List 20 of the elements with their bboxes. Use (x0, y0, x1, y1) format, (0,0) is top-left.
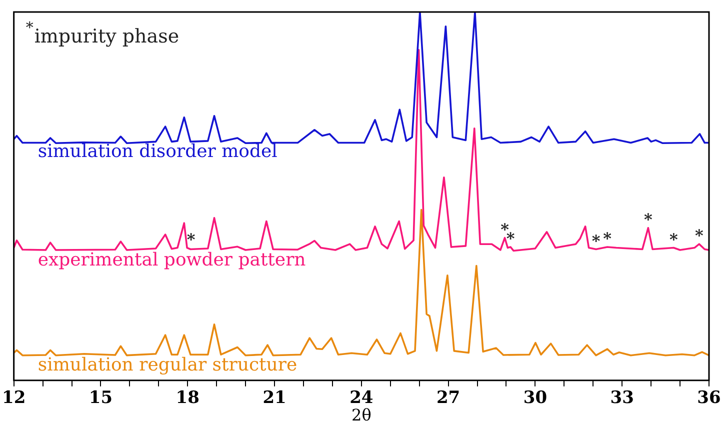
x-tick-label: 36 (697, 388, 721, 408)
annotation: *impurity phase (26, 18, 180, 48)
x-axis-title: 2θ (352, 406, 372, 425)
series-label: experimental powder pattern (38, 249, 306, 270)
x-tick-label: 21 (262, 388, 286, 408)
x-tick-label: 30 (523, 388, 548, 408)
annotation: * (669, 230, 678, 249)
x-tick-label: 27 (436, 388, 460, 408)
annotation: * (603, 229, 612, 248)
x-tick-label: 12 (2, 388, 26, 408)
x-tick-label: 15 (88, 388, 113, 408)
annotation: * (644, 210, 653, 230)
annotation: * (592, 231, 601, 250)
x-tick-label: 33 (610, 388, 634, 408)
annotation: * (186, 230, 196, 249)
series-label: simulation regular structure (38, 354, 298, 376)
series-label: simulation disorder model (38, 140, 278, 162)
annotation: * (694, 226, 704, 246)
x-tick-label: 18 (176, 388, 200, 408)
x-tick-label: 24 (350, 388, 374, 408)
